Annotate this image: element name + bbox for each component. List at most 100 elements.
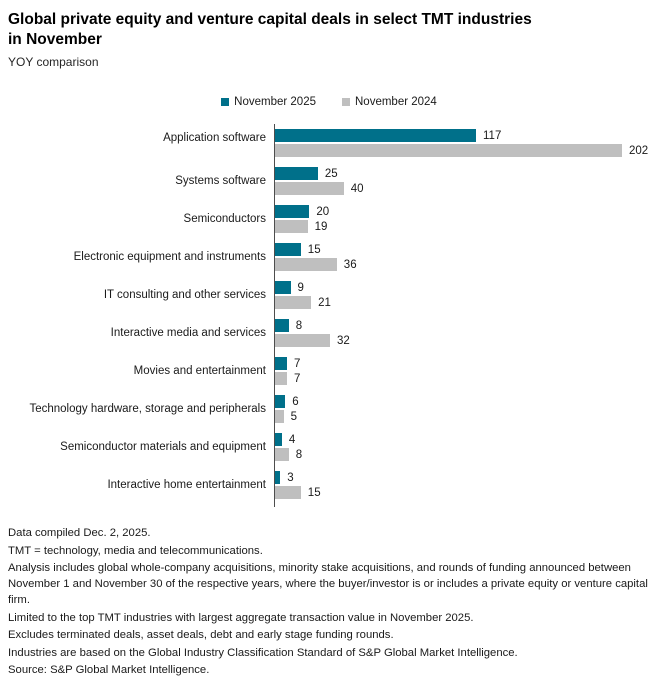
category-label: Systems software — [175, 175, 266, 187]
bar-value-label: 5 — [290, 410, 297, 423]
bar-value-label: 4 — [288, 433, 296, 446]
chart-row: Semiconductor materials and equipment 4 8 — [8, 433, 650, 471]
bar-line: 202 — [275, 144, 650, 157]
bar-nov-2024 — [275, 372, 287, 385]
bar-line: 8 — [275, 448, 650, 461]
footnote-limited-to: Limited to the top TMT industries with l… — [8, 611, 474, 624]
bar-nov-2025 — [275, 281, 291, 294]
chart-title-line1: Global private equity and venture capita… — [8, 11, 532, 28]
chart-row: IT consulting and other services 9 21 — [8, 281, 650, 319]
category-label: IT consulting and other services — [103, 289, 266, 301]
bar-nov-2025 — [275, 357, 287, 370]
bar-value-label: 8 — [295, 448, 303, 461]
chart-row: Electronic equipment and instruments 15 36 — [8, 243, 650, 281]
category-label: Interactive home entertainment — [107, 479, 266, 491]
bar-value-label: 8 — [295, 319, 303, 332]
footnote-analysis-scope: Analysis includes global whole-company a… — [8, 562, 648, 606]
bar-line: 15 — [275, 486, 650, 499]
bar-nov-2024 — [275, 144, 622, 157]
bar-line: 40 — [275, 182, 650, 195]
chart-title-line2: in November — [8, 31, 102, 48]
footnote-tmt-definition: TMT = technology, media and telecommunic… — [8, 544, 263, 557]
bar-nov-2024 — [275, 486, 301, 499]
footnote-excludes: Excludes terminated deals, asset deals, … — [8, 629, 394, 641]
bar-line: 20 — [275, 205, 650, 218]
footnotes: Data compiled Dec. 2, 2025. TMT = techno… — [8, 525, 650, 677]
bar-line: 3 — [275, 471, 650, 484]
legend-item-nov-2024: November 2024 — [342, 96, 437, 108]
bar-nov-2024 — [275, 410, 284, 423]
bar-nov-2024 — [275, 258, 337, 271]
bar-nov-2025 — [275, 471, 281, 484]
bar-chart: Application software 117 202 Systems softwa… — [8, 124, 650, 507]
bar-value-label: 9 — [297, 281, 304, 294]
chart-subtitle: YOY comparison — [8, 55, 99, 69]
bar-nov-2025 — [275, 243, 301, 256]
bar-nov-2025 — [275, 319, 289, 332]
category-label: Semiconductor materials and equipment — [60, 441, 266, 453]
footnote-source: Source: S&P Global Market Intelligence. — [8, 664, 210, 676]
category-label: Movies and entertainment — [133, 365, 266, 377]
bar-value-label: 3 — [287, 471, 294, 484]
bar-value-label: 32 — [337, 334, 350, 347]
chart-row: Technology hardware, storage and periphe… — [8, 395, 650, 433]
bar-value-label: 6 — [292, 395, 299, 408]
chart-row: Systems software 25 40 — [8, 167, 650, 205]
bar-group: 8 32 — [274, 319, 650, 357]
category-label: Technology hardware, storage and periphe… — [29, 403, 266, 415]
legend-swatch-icon — [342, 98, 350, 106]
category-label: Semiconductors — [183, 213, 266, 225]
bar-nov-2024 — [275, 220, 308, 233]
bar-value-label: 15 — [307, 486, 321, 499]
bar-nov-2025 — [275, 395, 286, 408]
bar-value-label: 7 — [294, 372, 301, 385]
legend-label: November 2024 — [355, 96, 437, 108]
bar-line: 117 — [275, 129, 650, 142]
bar-nov-2024 — [275, 334, 330, 347]
chart-row: Application software 117 202 — [8, 124, 650, 167]
bar-value-label: 40 — [350, 182, 364, 195]
chart-row: Interactive home entertainment 3 15 — [8, 471, 650, 507]
legend-swatch-icon — [221, 98, 230, 106]
bar-line: 7 — [275, 357, 650, 370]
bar-line: 25 — [275, 167, 650, 180]
chart-row: Movies and entertainment 7 7 — [8, 357, 650, 395]
bar-value-label: 19 — [314, 220, 328, 233]
bar-nov-2025 — [275, 433, 282, 446]
bar-value-label: 21 — [318, 296, 331, 309]
category-label: Electronic equipment and instruments — [73, 251, 266, 263]
bar-line: 15 — [275, 243, 650, 256]
bar-group: 9 21 — [274, 281, 650, 319]
bar-value-label: 202 — [629, 144, 649, 157]
bar-line: 21 — [275, 296, 650, 309]
bar-line: 6 — [275, 395, 650, 408]
bar-value-label: 25 — [324, 167, 338, 180]
legend-label: November 2025 — [234, 96, 316, 108]
bar-line: 4 — [275, 433, 650, 446]
footnote-gics: Industries are based on the Global Indus… — [8, 646, 518, 659]
bar-group: 117 202 — [274, 124, 650, 167]
chart-row: Interactive media and services 8 32 — [8, 319, 650, 357]
bar-nov-2024 — [275, 182, 344, 195]
bar-nov-2025 — [275, 129, 476, 142]
bar-line: 8 — [275, 319, 650, 332]
bar-group: 15 36 — [274, 243, 650, 281]
bar-line: 19 — [275, 220, 650, 233]
chart-row: Semiconductors 20 19 — [8, 205, 650, 243]
bar-group: 3 15 — [274, 471, 650, 507]
bar-value-label: 15 — [307, 243, 321, 256]
category-label: Interactive media and services — [110, 327, 266, 339]
bar-value-label: 7 — [294, 357, 301, 370]
bar-value-label: 20 — [316, 205, 330, 218]
category-label: Application software — [163, 132, 266, 144]
legend: November 2025 November 2024 — [8, 96, 650, 108]
bar-line: 36 — [275, 258, 650, 271]
bar-group: 20 19 — [274, 205, 650, 243]
bar-line: 9 — [275, 281, 650, 294]
bar-line: 32 — [275, 334, 650, 347]
bar-line: 5 — [275, 410, 650, 423]
bar-line: 7 — [275, 372, 650, 385]
bar-nov-2024 — [275, 448, 289, 461]
